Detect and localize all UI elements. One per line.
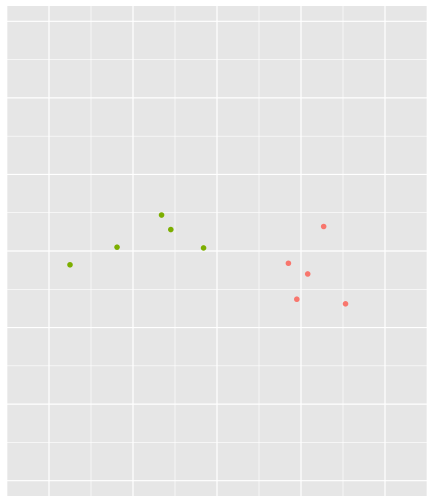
- data-point: [304, 271, 311, 277]
- data-point: [114, 244, 120, 250]
- data-point: [294, 296, 300, 303]
- data-point: [168, 226, 174, 233]
- data-point: [285, 260, 292, 267]
- data-point: [158, 212, 165, 218]
- grid-major: [7, 6, 427, 496]
- points-layer: [67, 212, 349, 307]
- data-point: [342, 301, 349, 307]
- data-point: [67, 261, 73, 268]
- data-point: [320, 223, 327, 230]
- data-point: [200, 245, 207, 251]
